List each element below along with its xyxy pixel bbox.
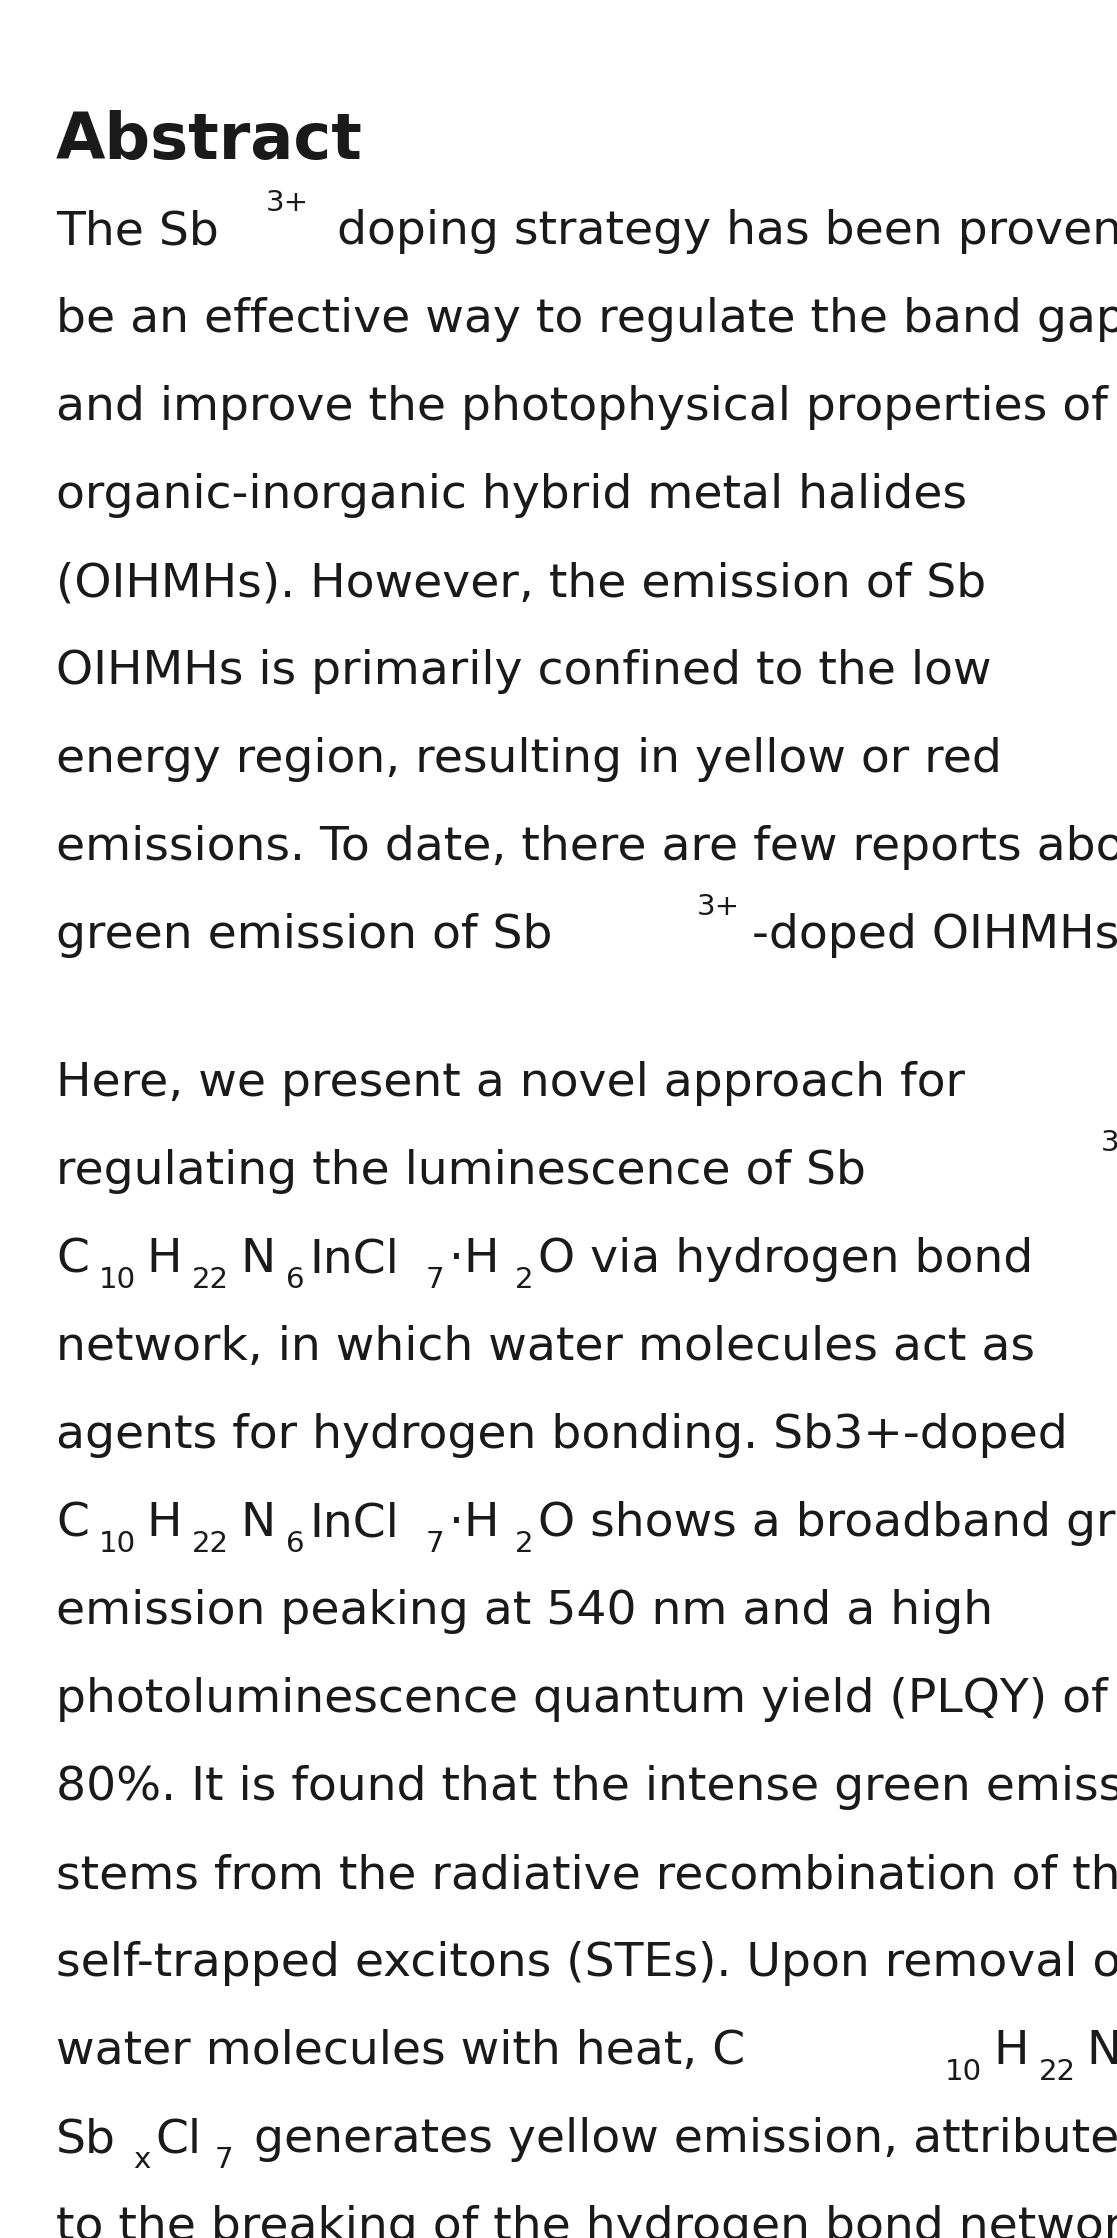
Text: 2: 2 <box>515 1267 533 1294</box>
Text: water molecules with heat, C: water molecules with heat, C <box>56 2030 745 2075</box>
Text: emission peaking at 540 nm and a high: emission peaking at 540 nm and a high <box>56 1589 993 1634</box>
Text: N: N <box>240 1238 275 1282</box>
Text: green emission of Sb: green emission of Sb <box>56 913 553 958</box>
Text: N: N <box>240 1502 275 1546</box>
Text: The Sb: The Sb <box>56 210 219 255</box>
Text: and improve the photophysical properties of: and improve the photophysical properties… <box>56 385 1108 430</box>
Text: 10: 10 <box>98 1267 135 1294</box>
Text: doping strategy has been proven to: doping strategy has been proven to <box>322 210 1117 255</box>
Text: regulating the luminescence of Sb: regulating the luminescence of Sb <box>56 1150 866 1195</box>
Text: 7: 7 <box>216 2146 233 2175</box>
Text: organic-inorganic hybrid metal halides: organic-inorganic hybrid metal halides <box>56 474 967 519</box>
Text: generates yellow emission, attributed: generates yellow emission, attributed <box>239 2117 1117 2162</box>
Text: 3+: 3+ <box>266 188 309 217</box>
Text: ·H: ·H <box>449 1502 500 1546</box>
Text: Cl: Cl <box>155 2117 202 2162</box>
Text: 22: 22 <box>192 1531 229 1558</box>
Text: agents for hydrogen bonding. Sb3+-doped: agents for hydrogen bonding. Sb3+-doped <box>56 1414 1068 1459</box>
Text: 3+: 3+ <box>1101 1128 1117 1157</box>
Text: 3+: 3+ <box>697 893 739 922</box>
Text: InCl: InCl <box>309 1238 399 1282</box>
Text: emissions. To date, there are few reports about: emissions. To date, there are few report… <box>56 826 1117 871</box>
Text: (OIHMHs). However, the emission of Sb: (OIHMHs). However, the emission of Sb <box>56 562 986 606</box>
Text: 6: 6 <box>286 1267 304 1294</box>
Text: to the breaking of the hydrogen bond network: to the breaking of the hydrogen bond net… <box>56 2204 1117 2238</box>
Text: C: C <box>56 1238 89 1282</box>
Text: Sb: Sb <box>56 2117 116 2162</box>
Text: H: H <box>993 2030 1029 2075</box>
Text: 6: 6 <box>286 1531 304 1558</box>
Text: network, in which water molecules act as: network, in which water molecules act as <box>56 1325 1035 1370</box>
Text: energy region, resulting in yellow or red: energy region, resulting in yellow or re… <box>56 736 1002 783</box>
Text: H: H <box>146 1502 182 1546</box>
Text: Here, we present a novel approach for: Here, we present a novel approach for <box>56 1061 965 1106</box>
Text: 2: 2 <box>515 1531 533 1558</box>
Text: InCl: InCl <box>309 1502 399 1546</box>
Text: Abstract: Abstract <box>56 110 363 172</box>
Text: 80%. It is found that the intense green emission: 80%. It is found that the intense green … <box>56 1766 1117 1811</box>
Text: 10: 10 <box>945 2059 983 2086</box>
Text: H: H <box>146 1238 182 1282</box>
Text: photoluminescence quantum yield (PLQY) of: photoluminescence quantum yield (PLQY) o… <box>56 1678 1108 1723</box>
Text: O shows a broadband green: O shows a broadband green <box>538 1502 1117 1546</box>
Text: stems from the radiative recombination of the: stems from the radiative recombination o… <box>56 1853 1117 1898</box>
Text: 22: 22 <box>192 1267 229 1294</box>
Text: be an effective way to regulate the band gap: be an effective way to regulate the band… <box>56 298 1117 342</box>
Text: -doped OIHMHs.: -doped OIHMHs. <box>752 913 1117 958</box>
Text: ·H: ·H <box>449 1238 500 1282</box>
Text: OIHMHs is primarily confined to the low: OIHMHs is primarily confined to the low <box>56 649 992 694</box>
Text: x: x <box>133 2146 151 2175</box>
Text: N: N <box>1087 2030 1117 2075</box>
Text: 22: 22 <box>1039 2059 1076 2086</box>
Text: self-trapped excitons (STEs). Upon removal of: self-trapped excitons (STEs). Upon remov… <box>56 1940 1117 1987</box>
Text: C: C <box>56 1502 89 1546</box>
Text: 7: 7 <box>426 1267 443 1294</box>
Text: 7: 7 <box>426 1531 443 1558</box>
Text: O via hydrogen bond: O via hydrogen bond <box>538 1238 1033 1282</box>
Text: 10: 10 <box>98 1531 135 1558</box>
